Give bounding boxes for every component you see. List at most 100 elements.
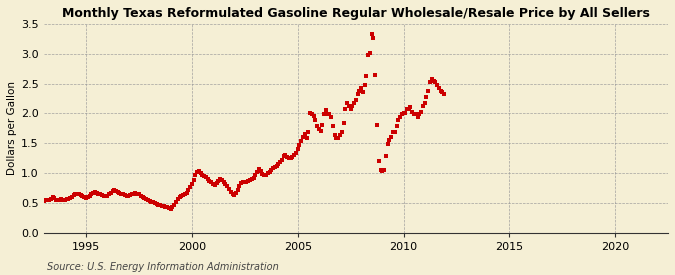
Point — [317, 123, 328, 127]
Point — [421, 94, 432, 99]
Point — [294, 143, 305, 147]
Point — [49, 196, 59, 200]
Point — [82, 195, 93, 200]
Title: Monthly Texas Reformulated Gasoline Regular Wholesale/Resale Price by All Seller: Monthly Texas Reformulated Gasoline Regu… — [62, 7, 650, 20]
Point — [261, 172, 271, 177]
Point — [192, 170, 202, 175]
Point — [393, 118, 404, 123]
Point — [377, 169, 387, 173]
Point — [428, 78, 439, 83]
Point — [111, 189, 122, 193]
Point — [370, 72, 381, 77]
Point — [172, 197, 183, 201]
Point — [134, 192, 144, 197]
Point — [418, 104, 429, 108]
Point — [407, 109, 418, 114]
Point — [44, 197, 55, 202]
Y-axis label: Dollars per Gallon: Dollars per Gallon — [7, 81, 17, 175]
Point — [174, 195, 185, 200]
Point — [117, 192, 128, 197]
Point — [304, 111, 315, 116]
Point — [301, 136, 312, 141]
Point — [303, 130, 314, 134]
Point — [347, 103, 358, 108]
Point — [95, 192, 105, 197]
Point — [190, 172, 201, 177]
Point — [77, 193, 88, 198]
Point — [123, 193, 134, 198]
Text: Source: U.S. Energy Information Administration: Source: U.S. Energy Information Administ… — [47, 262, 279, 272]
Point — [310, 118, 321, 123]
Point — [335, 133, 346, 138]
Point — [404, 106, 414, 111]
Point — [225, 190, 236, 194]
Point — [53, 198, 63, 203]
Point — [431, 82, 442, 87]
Point — [90, 190, 101, 194]
Point — [230, 191, 241, 195]
Point — [396, 112, 407, 117]
Point — [319, 112, 329, 117]
Point — [198, 174, 209, 178]
Point — [68, 193, 79, 197]
Point — [408, 112, 419, 117]
Point — [139, 196, 150, 200]
Point — [238, 180, 248, 184]
Point — [202, 177, 213, 181]
Point — [103, 192, 114, 197]
Point — [269, 165, 280, 169]
Point — [47, 194, 58, 199]
Point — [313, 127, 324, 132]
Point — [220, 182, 231, 186]
Point — [273, 162, 284, 166]
Point — [306, 112, 317, 117]
Point — [159, 204, 169, 208]
Point — [286, 156, 296, 160]
Point — [119, 193, 130, 197]
Point — [345, 106, 356, 111]
Point — [437, 90, 448, 95]
Point — [204, 178, 215, 183]
Point — [312, 124, 323, 129]
Point — [362, 53, 373, 57]
Point — [140, 196, 151, 201]
Point — [213, 178, 223, 183]
Point — [195, 171, 206, 175]
Point — [327, 124, 338, 129]
Point — [45, 196, 56, 201]
Point — [252, 169, 263, 174]
Point — [336, 130, 347, 134]
Point — [255, 169, 266, 173]
Point — [185, 185, 196, 189]
Point — [361, 73, 372, 78]
Point — [277, 158, 288, 162]
Point — [42, 197, 53, 202]
Point — [223, 187, 234, 191]
Point — [200, 175, 211, 179]
Point — [197, 172, 208, 177]
Point — [84, 193, 95, 198]
Point — [430, 79, 441, 84]
Point — [284, 156, 294, 160]
Point — [206, 180, 217, 185]
Point — [433, 86, 444, 90]
Point — [218, 180, 229, 184]
Point — [425, 79, 435, 84]
Point — [439, 91, 450, 96]
Point — [391, 124, 402, 129]
Point — [338, 121, 349, 126]
Point — [364, 50, 375, 55]
Point — [280, 153, 291, 157]
Point — [234, 184, 245, 188]
Point — [132, 192, 142, 196]
Point — [271, 164, 282, 168]
Point — [80, 196, 91, 200]
Point — [240, 180, 250, 185]
Point — [180, 192, 190, 197]
Point — [275, 160, 286, 164]
Point — [291, 151, 302, 155]
Point — [340, 106, 351, 111]
Point — [246, 177, 257, 181]
Point — [308, 114, 319, 119]
Point — [176, 194, 187, 198]
